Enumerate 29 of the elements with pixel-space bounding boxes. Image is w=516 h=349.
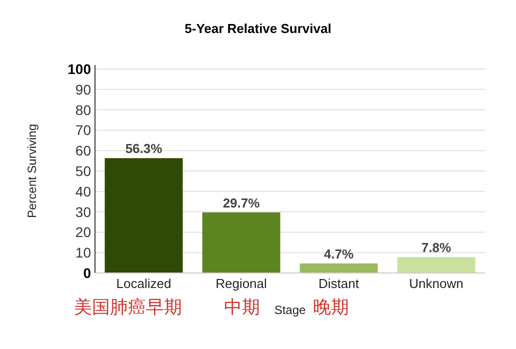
y-tick-label: 50	[75, 163, 92, 179]
data-label: 56.3%	[125, 141, 163, 156]
y-tick-label: 100	[68, 61, 92, 77]
x-axis-title: Stage	[274, 303, 306, 317]
data-label: 7.8%	[421, 240, 452, 256]
y-tick-label: 90	[75, 81, 92, 98]
x-tick-label: Distant	[318, 276, 360, 291]
y-tick-label: 80	[75, 102, 92, 118]
y-tick-label: 60	[75, 142, 92, 159]
y-tick-label: 20	[75, 224, 92, 240]
x-tick-label: Unknown	[409, 276, 464, 291]
y-tick-label: 30	[75, 204, 92, 220]
text: 中期	[224, 297, 260, 317]
y-tick-label: 0	[83, 265, 92, 281]
y-tick-label: 40	[75, 183, 92, 200]
x-tick-label: Localized	[116, 276, 172, 291]
bar	[300, 263, 378, 273]
y-tick-label: 70	[75, 122, 92, 138]
chart-title: 5-Year Relative Survival	[184, 21, 332, 36]
text: 美国肺癌早期	[74, 297, 182, 317]
text: 晚期	[313, 297, 349, 317]
y-tick-label: 10	[75, 244, 92, 261]
bar	[397, 257, 476, 273]
bar	[104, 158, 183, 273]
x-tick-label: Regional	[216, 276, 268, 291]
bar	[202, 212, 280, 273]
data-label: 29.7%	[222, 195, 260, 210]
y-axis-title: Percent Surviving	[25, 124, 39, 218]
data-label: 4.7%	[324, 246, 354, 262]
